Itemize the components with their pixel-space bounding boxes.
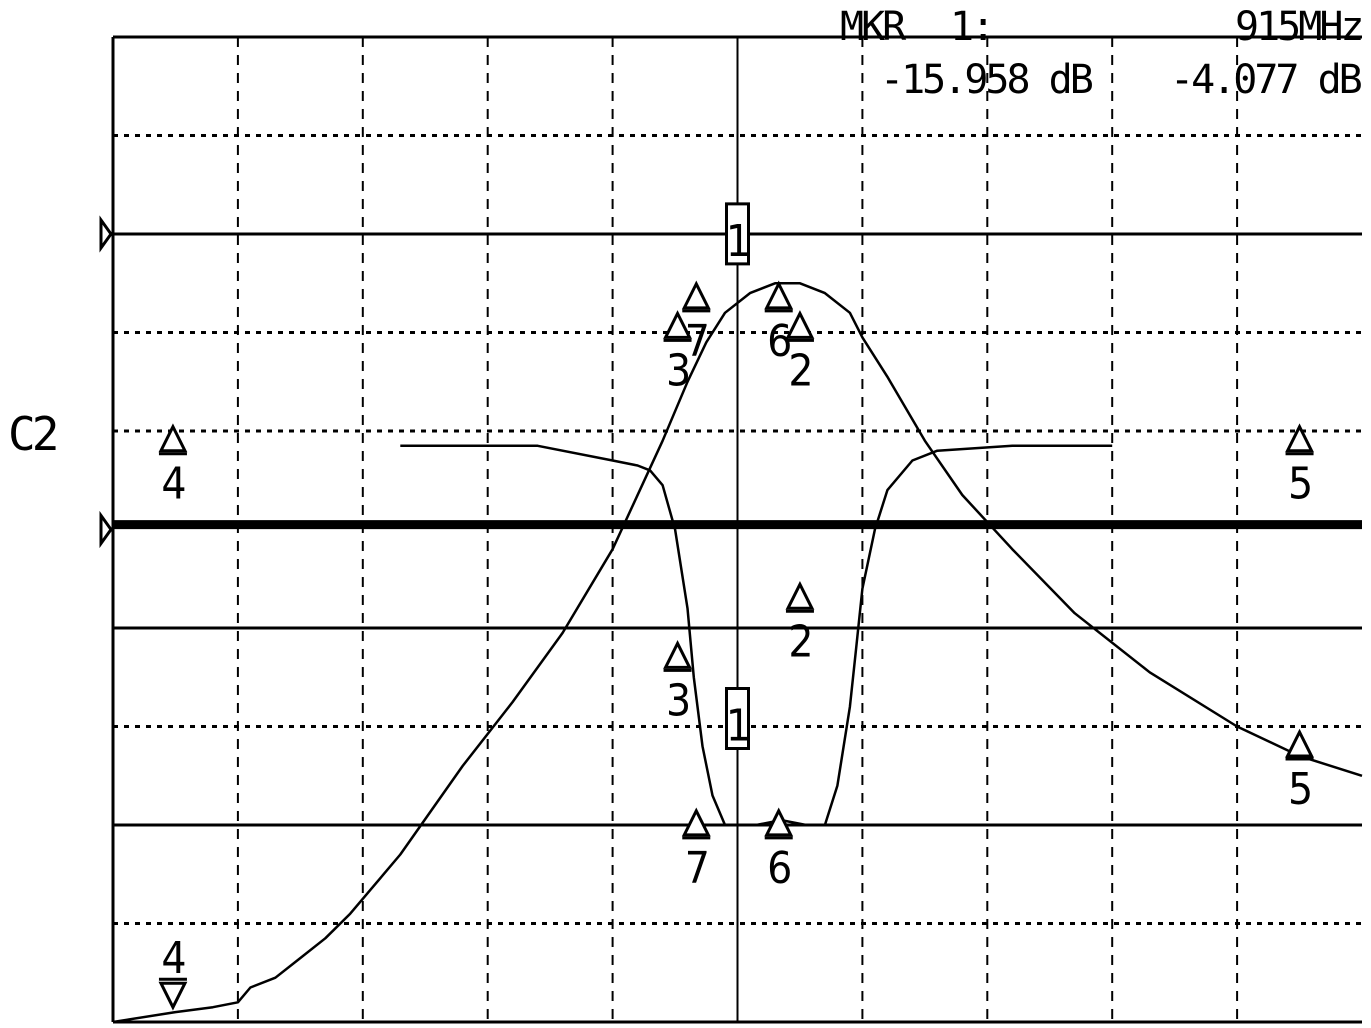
marker-triangle-icon xyxy=(663,310,692,339)
marker-triangle-icon xyxy=(785,580,815,610)
marker-5: 5 xyxy=(1285,423,1314,510)
marker-triangle-icon xyxy=(158,423,188,453)
marker-frequency: 915MHz xyxy=(1235,4,1362,50)
graticule xyxy=(111,35,1362,1024)
marker-triangle-icon xyxy=(1285,728,1314,758)
reference-pointer-icon xyxy=(99,510,113,549)
marker-label: 2 xyxy=(788,345,811,396)
marker-1: 1 xyxy=(725,687,751,752)
marker-triangle-icon xyxy=(764,280,794,310)
marker-box xyxy=(725,202,750,266)
marker-6: 6 xyxy=(764,807,794,894)
trace-1 xyxy=(112,282,1363,1024)
marker-7: 7 xyxy=(681,807,711,894)
marker-triangle-icon xyxy=(663,640,692,669)
marker-triangle-icon xyxy=(764,807,794,837)
marker-label: 4 xyxy=(161,933,184,984)
marker-id: 1: xyxy=(950,4,992,50)
marker-label: 2 xyxy=(788,616,811,667)
marker-label: 3 xyxy=(666,345,689,396)
reference-pointer-icon xyxy=(99,215,113,253)
marker-triangle-icon xyxy=(681,280,711,310)
marker-label: 3 xyxy=(666,675,689,726)
marker-triangle-icon xyxy=(158,981,188,1011)
marker-prefix: MKR xyxy=(840,4,907,50)
marker-1: 1 xyxy=(725,202,751,267)
marker-triangle-icon xyxy=(785,310,815,339)
marker-4: 4 xyxy=(158,423,188,510)
marker-label: 4 xyxy=(161,459,184,510)
marker-4: 4 xyxy=(158,933,188,1011)
marker-5: 5 xyxy=(1285,728,1314,815)
marker-label: 1 xyxy=(726,216,749,267)
trace2-readout: -4.077 dB xyxy=(1170,57,1362,103)
marker-2: 2 xyxy=(785,580,815,667)
marker-3: 3 xyxy=(663,310,692,396)
marker-triangle-icon xyxy=(681,807,711,837)
marker-label: 6 xyxy=(767,843,790,894)
marker-7: 7 xyxy=(681,280,711,367)
marker-label: 5 xyxy=(1288,764,1311,815)
trace1-readout: -15.958 dB xyxy=(880,57,1093,103)
marker-2: 2 xyxy=(785,310,815,396)
channel-label: C2 xyxy=(8,407,56,461)
marker-label: 1 xyxy=(726,701,749,752)
marker-triangle-icon xyxy=(1285,423,1314,453)
marker-label: 5 xyxy=(1288,459,1311,510)
marker-box xyxy=(725,687,750,750)
marker-label: 7 xyxy=(685,843,708,894)
marker-3: 3 xyxy=(663,640,692,726)
trace-2 xyxy=(400,444,1113,827)
traces xyxy=(112,282,1363,1024)
